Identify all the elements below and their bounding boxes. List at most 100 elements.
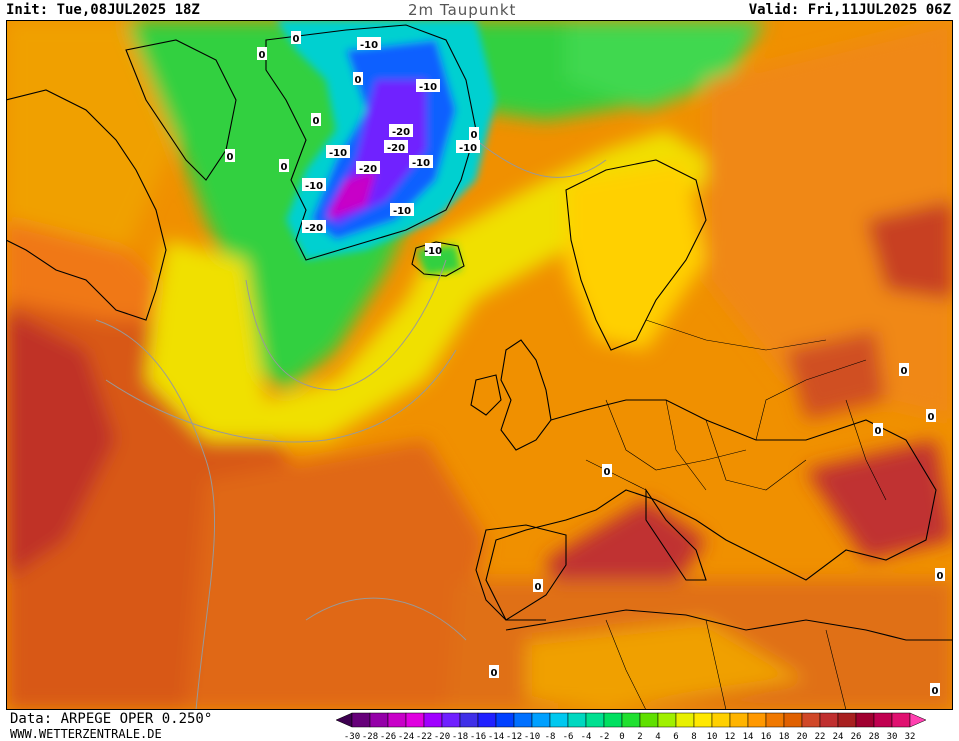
coastline-greenland [265,24,477,261]
scale-swatch [585,712,605,728]
border-2 [665,399,707,491]
scale-swatch [423,712,443,728]
scale-swatch [567,712,587,728]
scale-tick-label: 4 [655,732,660,741]
border-3 [705,419,807,491]
scale-tick-label: -4 [581,732,592,741]
data-source-label: Data: ARPEGE OPER 0.250° [10,711,213,727]
map-title: 2m Taupunkt [408,1,517,19]
field-mediterranean-east [806,440,953,560]
scale-swatch [387,712,407,728]
scale-swatch [549,712,569,728]
scale-swatch [477,712,497,728]
svg-text:-10: -10 [305,181,323,192]
isoline-3 [245,259,447,391]
svg-text:0: 0 [293,34,300,45]
scale-tick-label: -10 [524,732,540,741]
scale-tick-label: 28 [869,732,880,741]
svg-text:0: 0 [535,582,542,593]
scale-tick-label: -8 [545,732,556,741]
scale-swatch [369,712,389,728]
scale-tick-label: 32 [905,732,916,741]
scale-swatch [729,712,749,728]
border-5 [585,459,647,491]
svg-text:0: 0 [937,571,944,582]
contour-label: -20 [356,161,380,175]
contour-label: 0 [533,579,543,593]
scale-tick-label: 16 [761,732,772,741]
border-10 [825,629,847,710]
coastline-uk [500,339,552,451]
isoline-5 [305,597,467,641]
contour-label: 0 [930,683,940,697]
contour-label: 0 [311,113,321,127]
scale-tick-label: -12 [506,732,522,741]
border-8 [605,619,647,710]
scale-tick-label: -26 [380,732,396,741]
color-scale-ticks: -30 -28 -26 -24 -22 -20 -18 -16 -14 -12 -10 -8 -6 -4-… [344,732,916,741]
scale-swatch [711,712,731,728]
scale-swatch [639,712,659,728]
scale-tick-label: 0 [619,732,624,741]
scale-swatch [405,712,425,728]
scale-swatch [603,712,623,728]
svg-text:0: 0 [313,116,320,127]
country-borders [585,319,887,710]
svg-text:0: 0 [491,668,498,679]
dewpoint-map: -10 -10 -20 -20 -10 -10 -20 -10 -10 -10 … [6,20,953,710]
field-russia [706,20,953,420]
scale-swatch [693,712,713,728]
svg-text:-20: -20 [305,223,323,234]
contour-label: -10 [456,140,480,154]
scale-arrow-low [335,712,353,728]
scale-swatch [891,712,911,728]
scale-swatch [873,712,893,728]
contour-label: -20 [389,124,413,138]
map-border [6,20,953,710]
scale-swatch [675,712,695,728]
svg-text:0: 0 [227,152,234,163]
scale-arrow-high [909,712,927,728]
init-time-label: Init: Tue,08JUL2025 18Z [6,2,200,18]
svg-text:-10: -10 [419,82,437,93]
border-7 [645,319,827,351]
isoline-1 [105,349,457,443]
svg-text:-10: -10 [393,206,411,217]
scale-tick-label: 26 [851,732,862,741]
coastline-baffin [125,39,237,181]
scale-tick-label: 30 [887,732,898,741]
coastline-iberia [475,524,567,621]
scale-tick-label: 8 [691,732,696,741]
scale-swatch [441,712,461,728]
field-russia-dark [866,200,953,300]
isolines [95,139,607,710]
field-black-sea-region [786,330,886,420]
svg-text:0: 0 [875,426,882,437]
website-label: WWW.WETTERZENTRALE.DE [10,727,162,741]
field-labrador [6,20,176,280]
scale-tick-label: 2 [637,732,642,741]
scale-tick-label: -24 [398,732,414,741]
field-arctic-green [126,20,706,390]
isoline-2 [95,319,216,710]
field-west-atlantic-hot [6,310,116,580]
scale-swatch [801,712,821,728]
contour-label: -10 [326,145,350,159]
scale-tick-label: -22 [416,732,432,741]
contour-label: 0 [225,149,235,163]
contour-label: 0 [257,47,267,61]
svg-text:-10: -10 [459,143,477,154]
border-9 [705,619,727,710]
contour-label: 0 [926,409,936,423]
scale-swatch [351,712,371,728]
svg-text:-20: -20 [387,143,405,154]
scale-tick-label: 18 [779,732,790,741]
contour-labels: -10 -10 -20 -20 -10 -10 -20 -10 -10 -10 … [225,31,945,697]
border-1 [605,399,747,471]
scale-swatch [495,712,515,728]
svg-text:0: 0 [355,75,362,86]
contour-label: 0 [279,159,289,173]
svg-text:0: 0 [928,412,935,423]
svg-text:-20: -20 [392,127,410,138]
coastline-ireland [470,374,502,416]
